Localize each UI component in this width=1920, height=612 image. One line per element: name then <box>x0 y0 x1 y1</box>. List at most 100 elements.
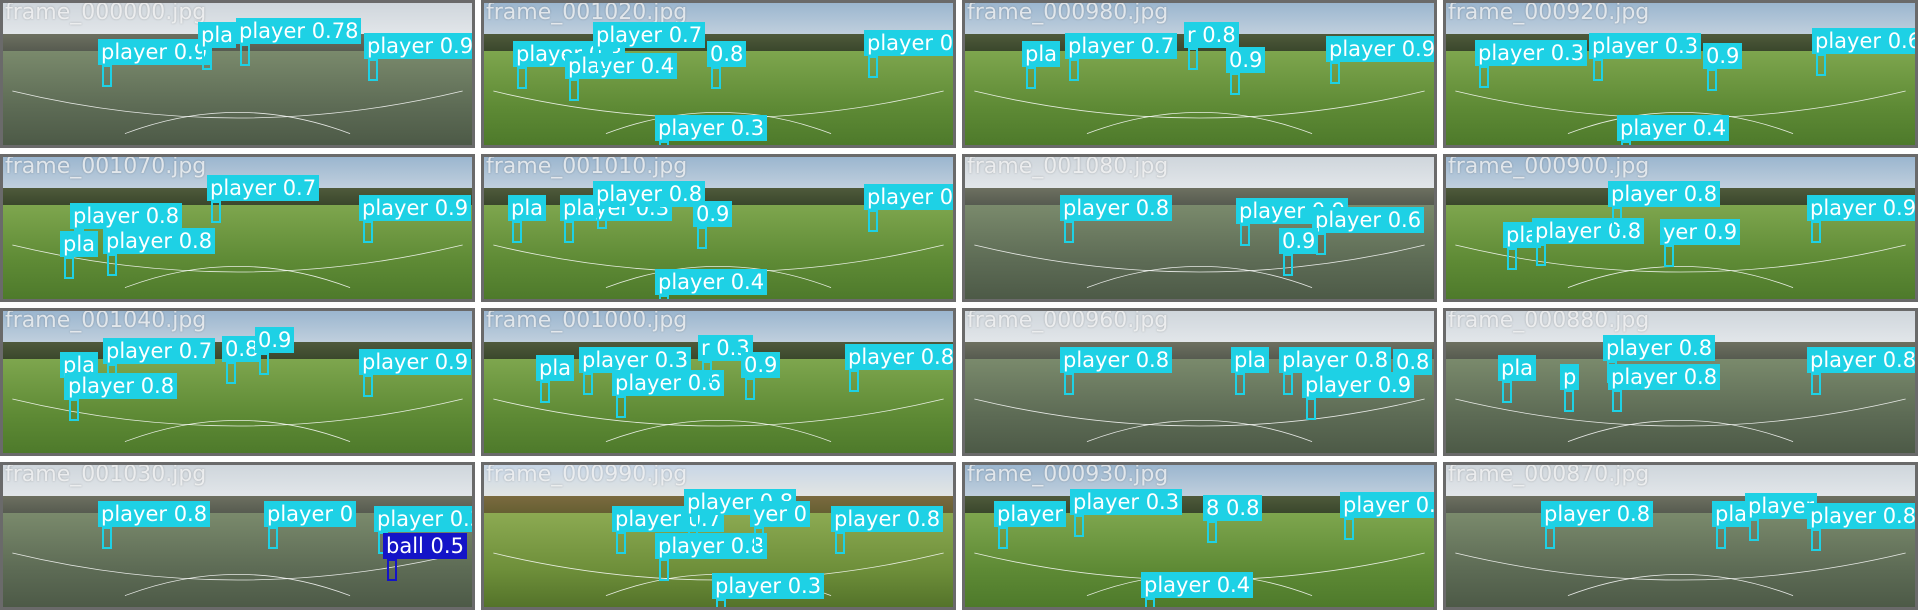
player-detection-label: pla <box>1231 347 1270 373</box>
ball-bounding-box <box>387 559 397 581</box>
player-bounding-box <box>268 527 278 549</box>
player-bounding-box <box>1507 248 1517 270</box>
player-bounding-box <box>1502 381 1512 403</box>
player-bounding-box <box>849 370 859 392</box>
player-detection-label: player 0.8 <box>1603 335 1716 361</box>
player-bounding-box <box>1479 66 1489 88</box>
frame-tile: frame_000900.jpg pla player 0.8 player 0.8 y… <box>1443 154 1918 302</box>
center-circle <box>606 266 831 287</box>
player-bounding-box <box>1064 221 1074 243</box>
player-detection-label: player 0.7 <box>593 22 706 48</box>
touchline <box>974 399 1424 426</box>
player-detection-label: yer 0.9 <box>1660 219 1741 245</box>
player-bounding-box <box>659 141 669 145</box>
touchline <box>493 399 943 426</box>
frame-tile: frame_000000.jpg player 0.9 player 0.78 pla… <box>0 0 475 148</box>
center-circle <box>1568 420 1793 441</box>
frame-filename: frame_000990.jpg <box>486 462 688 487</box>
player-bounding-box <box>368 59 378 81</box>
player-detection-label: 0.9 <box>1703 43 1743 69</box>
player-bounding-box <box>1621 141 1631 145</box>
player-bounding-box <box>1536 244 1546 266</box>
center-circle <box>125 266 350 287</box>
pitch-lines <box>3 3 472 145</box>
player-detection-label: p <box>1560 364 1580 390</box>
player-detection-label: player 0.3 <box>579 347 692 373</box>
player-detection-label: pla <box>508 195 547 221</box>
player-detection-label: 0.9 <box>693 201 733 227</box>
touchline <box>1455 245 1905 272</box>
center-circle <box>606 420 831 441</box>
center-circle <box>1087 420 1312 441</box>
pitch-lines <box>1446 311 1915 453</box>
center-circle <box>1087 266 1312 287</box>
player-bounding-box <box>1235 373 1245 395</box>
player-detection-label: player 0 <box>264 501 357 527</box>
player-detection-label: 0.8 <box>707 41 747 67</box>
player-bounding-box <box>211 201 221 223</box>
frame-filename: frame_001020.jpg <box>486 0 688 25</box>
player-detection-label: player 0.8 <box>1060 347 1173 373</box>
frame-tile: frame_000990.jpg player 0.7 player 0.8 play… <box>481 462 956 610</box>
player-bounding-box <box>363 375 373 397</box>
player-bounding-box <box>1545 527 1555 549</box>
frame-tile: frame_001010.jpg pla player 0.3 player 0.8 0… <box>481 154 956 302</box>
touchline <box>1455 399 1905 426</box>
ball-detection-label: ball 0.5 <box>383 533 467 559</box>
player-detection-label: player 0.4 <box>655 269 768 295</box>
frame-filename: frame_001030.jpg <box>5 462 207 487</box>
player-bounding-box <box>107 254 117 276</box>
player-bounding-box <box>517 67 527 89</box>
player-detection-label: 0.8 <box>222 336 262 362</box>
player-detection-label: 0.8 <box>1393 349 1433 375</box>
player-bounding-box <box>1283 373 1293 395</box>
player-detection-label: player 0.7 <box>207 175 320 201</box>
player-bounding-box <box>1593 59 1603 81</box>
player-detection-label: player 0.8 <box>845 344 953 370</box>
frame-filename: frame_001000.jpg <box>486 308 688 333</box>
player-detection-label: player 0.9 <box>98 39 211 65</box>
player-bounding-box <box>1612 207 1622 229</box>
player-detection-label: player 0.7 <box>103 338 216 364</box>
player-bounding-box <box>583 373 593 395</box>
player-bounding-box <box>597 207 607 229</box>
frame-tile: frame_001030.jpg player 0.8 player 0 player… <box>0 462 475 610</box>
player-bounding-box <box>1230 73 1240 95</box>
player-detection-label: player 0.8 <box>1807 347 1915 373</box>
player-detection-label: 0.9 <box>1226 47 1266 73</box>
player-detection-label: player 0.7 <box>864 184 953 210</box>
player-detection-label: player 0.9 <box>1326 36 1434 62</box>
player-bounding-box <box>102 65 112 87</box>
player-detection-label: player <box>994 501 1067 527</box>
player-detection-label: player 0.8 <box>1279 347 1392 373</box>
player-bounding-box <box>597 48 607 70</box>
player-detection-label: player <box>1745 493 1818 519</box>
player-bounding-box <box>1564 390 1574 412</box>
center-circle <box>606 112 831 133</box>
frame-tile: frame_001000.jpg pla player 0.3 player 0.6 r… <box>481 308 956 456</box>
frame-filename: frame_000980.jpg <box>967 0 1169 25</box>
player-bounding-box <box>1811 373 1821 395</box>
player-bounding-box <box>259 353 269 375</box>
player-detection-label: player 0.8 <box>70 203 183 229</box>
touchline <box>12 553 462 580</box>
player-bounding-box <box>716 599 726 607</box>
player-bounding-box <box>1283 254 1293 276</box>
player-detection-label: 8 0.8 <box>1203 495 1263 521</box>
player-bounding-box <box>697 227 707 249</box>
player-bounding-box <box>512 221 522 243</box>
player-detection-label: 0.9 <box>741 352 781 378</box>
frame-filename: frame_000870.jpg <box>1448 462 1650 487</box>
center-circle <box>1568 112 1793 133</box>
player-bounding-box <box>1207 521 1217 543</box>
pitch <box>3 51 472 145</box>
player-bounding-box <box>69 399 79 421</box>
player-detection-label: player 0.6 <box>1340 492 1434 518</box>
center-circle <box>1087 112 1312 133</box>
player-detection-label: player 0.8 <box>1608 364 1721 390</box>
player-detection-label: pla <box>1498 355 1537 381</box>
player-detection-label: player 0.8 <box>1060 195 1173 221</box>
frame-filename: frame_000880.jpg <box>1448 308 1650 333</box>
player-detection-label: player 0.9 <box>1302 372 1415 398</box>
